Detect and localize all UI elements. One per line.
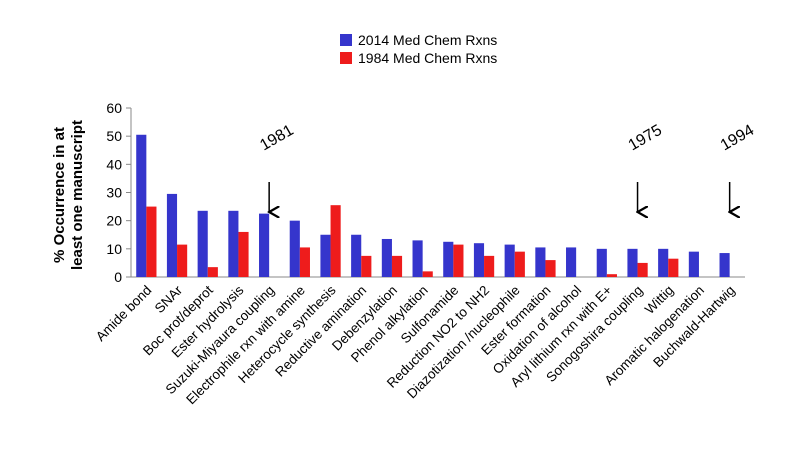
bar bbox=[719, 253, 730, 277]
bar bbox=[228, 210, 239, 277]
bar bbox=[484, 255, 495, 277]
bar bbox=[443, 241, 454, 277]
bar bbox=[299, 247, 310, 277]
y-axis-label: least one manuscript bbox=[69, 120, 86, 270]
y-tick-label: 50 bbox=[106, 128, 122, 144]
annotation: 1981 bbox=[257, 122, 296, 155]
y-tick-label: 60 bbox=[106, 100, 122, 116]
bar bbox=[177, 244, 188, 277]
annotation: 1975 bbox=[626, 122, 665, 155]
bar bbox=[473, 243, 485, 277]
bar bbox=[381, 238, 392, 277]
legend-label: 1984 Med Chem Rxns bbox=[358, 50, 497, 66]
bar bbox=[422, 271, 433, 277]
bar bbox=[391, 255, 403, 277]
annotation: 1994 bbox=[718, 122, 757, 155]
bar bbox=[606, 274, 617, 277]
bar bbox=[658, 248, 669, 277]
bar bbox=[504, 244, 515, 277]
legend-swatch bbox=[340, 52, 352, 64]
bar bbox=[535, 247, 546, 277]
bar bbox=[289, 220, 300, 277]
bar bbox=[146, 206, 157, 277]
y-tick-label: 30 bbox=[106, 185, 122, 201]
bar bbox=[412, 240, 423, 277]
bar bbox=[238, 231, 249, 277]
bar bbox=[637, 262, 648, 277]
y-tick-label: 20 bbox=[106, 213, 122, 229]
bar bbox=[688, 251, 699, 277]
bar bbox=[596, 248, 607, 277]
bar bbox=[197, 210, 208, 277]
legend-swatch bbox=[340, 34, 352, 46]
bar bbox=[566, 247, 577, 277]
bar bbox=[207, 267, 218, 277]
bar bbox=[545, 260, 556, 277]
bar bbox=[320, 234, 331, 277]
bar bbox=[668, 258, 679, 277]
bar bbox=[514, 251, 525, 277]
bar bbox=[361, 255, 372, 277]
y-tick-label: 0 bbox=[114, 269, 122, 285]
bar bbox=[136, 134, 147, 277]
bar bbox=[259, 213, 270, 277]
y-axis-label: % Occurrence in at bbox=[51, 127, 68, 263]
bar bbox=[351, 234, 362, 277]
x-tick-label: Amide bond bbox=[93, 283, 155, 345]
bar bbox=[453, 244, 464, 277]
bar bbox=[627, 248, 638, 277]
legend-label: 2014 Med Chem Rxns bbox=[358, 32, 497, 48]
bar bbox=[330, 205, 341, 277]
y-tick-label: 10 bbox=[106, 241, 122, 257]
bar bbox=[166, 193, 178, 277]
y-tick-label: 40 bbox=[106, 156, 122, 172]
